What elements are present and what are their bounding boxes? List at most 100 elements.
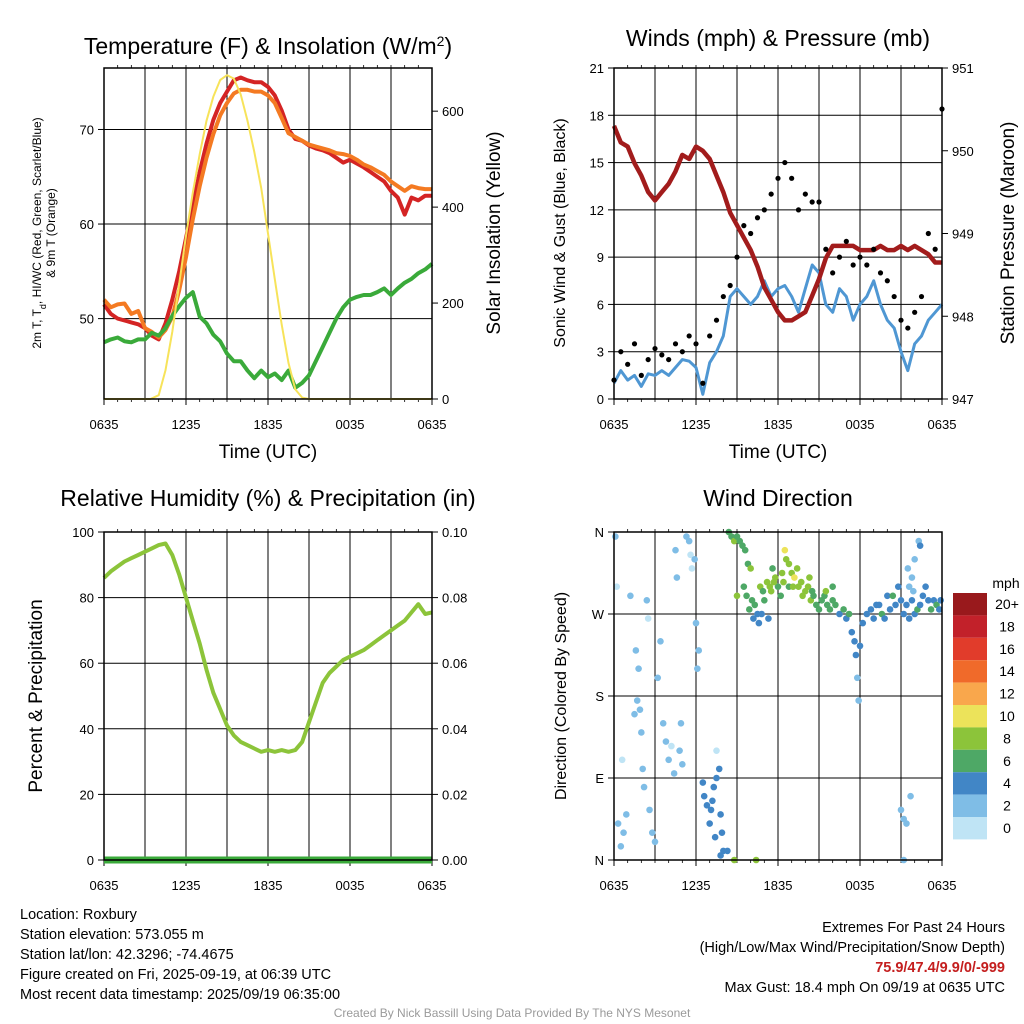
- temp-frame: [103, 67, 433, 400]
- wind-direction-point: [677, 720, 685, 727]
- wind-ytick-label: 6: [597, 297, 604, 312]
- colorbar-title: mph: [992, 575, 1019, 591]
- wind-direction-point: [659, 720, 667, 727]
- gust-point: [850, 262, 856, 268]
- recent-timestamp-text: Most recent data timestamp: 2025/09/19 0…: [20, 987, 341, 1003]
- wind-direction-point: [631, 710, 638, 718]
- wind-ytick-label: 9: [597, 250, 604, 265]
- wind-direction-point: [781, 546, 789, 554]
- wind-direction-point: [793, 565, 801, 572]
- wind-direction-point: [852, 651, 860, 659]
- temp-xtick-label: 0035: [336, 417, 365, 432]
- wind-direction-point: [715, 765, 723, 773]
- wind-direction-point: [741, 546, 749, 554]
- temp-y2tick-label: 400: [442, 200, 464, 215]
- wind-direction-point: [617, 843, 625, 850]
- gust-point: [748, 230, 754, 237]
- wind-direction-point: [750, 615, 757, 622]
- rh-ylabel: Percent & Precipitation: [26, 599, 47, 792]
- gust-point: [816, 199, 822, 205]
- wind-direction-point: [694, 665, 701, 672]
- elevation-text: Station elevation: 573.055 m: [20, 927, 204, 943]
- colorbar-label: 8: [1003, 730, 1011, 746]
- wdir-ytick-label: N: [595, 853, 604, 868]
- temp-xtick-label: 0635: [90, 417, 119, 432]
- gust-point: [672, 341, 679, 347]
- wind-xtick-label: 0635: [928, 417, 957, 432]
- wind-direction-point: [662, 738, 670, 745]
- gust-point: [693, 341, 699, 347]
- gust-point: [884, 278, 890, 284]
- gust-point: [754, 215, 761, 221]
- temp-panel: 0635 1235 1835 0035 0635 50 60 70 0 200 400 600 Temp…: [30, 33, 505, 463]
- wind-direction-point: [905, 615, 913, 622]
- wind-title: Winds (mph) & Pressure (mb): [626, 25, 930, 51]
- temp-ylabel: 2m T, Td, HI/WC (Red, Green, Scarlet/Blu…: [30, 117, 48, 348]
- credit-line: Created By Nick Bassill Using Data Provi…: [333, 1006, 691, 1020]
- wind-direction-point: [900, 610, 908, 618]
- wind-direction-point: [713, 774, 720, 782]
- wind-direction-point: [892, 601, 899, 609]
- wind-direction-point: [774, 583, 782, 590]
- gust-point: [932, 246, 938, 252]
- wind-direction-point: [927, 606, 935, 613]
- colorbar-label: 4: [1003, 775, 1011, 791]
- wind-direction-point: [769, 565, 776, 572]
- rh-ytick-label: 100: [72, 525, 94, 540]
- wind-direction-point: [780, 578, 787, 586]
- wind-direction-point: [623, 811, 630, 818]
- rh-panel: 0635 1235 1835 0035 0635 0 20 40 60 80 100 0.00 0.02…: [26, 485, 476, 893]
- wind-direction-point: [897, 806, 905, 814]
- gust-point: [830, 270, 836, 276]
- colorbar-label: 16: [999, 641, 1015, 657]
- wind-direction-point: [612, 533, 619, 540]
- wind-direction-point: [632, 647, 640, 654]
- wind-y2tick-label: 950: [952, 144, 974, 159]
- rh-y2tick-label: 0.08: [442, 591, 467, 606]
- wind-direction-point: [806, 574, 813, 581]
- temp-y2label: Solar Insolation (Yellow): [484, 131, 505, 334]
- wind-direction-point: [657, 638, 664, 645]
- rh-xtick-label: 1235: [172, 878, 201, 893]
- wind-direction-point: [884, 592, 891, 600]
- wind-direction-point: [791, 574, 798, 581]
- wind-y2tick-label: 949: [952, 227, 974, 242]
- gust-point: [652, 345, 658, 352]
- wind-direction-point: [765, 615, 772, 622]
- gust-point: [857, 254, 863, 260]
- wind-direction-point: [797, 578, 805, 586]
- wdir-xtick-label: 1235: [682, 878, 711, 893]
- wind-frame: [613, 67, 943, 400]
- wdir-ytick-label: W: [592, 607, 605, 622]
- gust-point: [891, 293, 897, 300]
- wind-direction-point: [867, 606, 875, 613]
- wind-direction-point: [822, 587, 830, 595]
- wind-direction-point: [654, 674, 662, 682]
- wind-direction-point: [789, 583, 797, 590]
- wind-direction-point: [691, 556, 698, 563]
- wind-direction-point: [826, 606, 834, 613]
- wind-direction-point: [643, 597, 651, 604]
- wind-y2tick-label: 947: [952, 392, 974, 407]
- gust-point: [789, 175, 795, 181]
- wind-direction-point: [770, 578, 778, 586]
- colorbar-swatch: [953, 727, 987, 750]
- gust-point: [912, 309, 918, 315]
- wind-ytick-label: 18: [590, 108, 604, 123]
- wind-ytick-label: 12: [590, 203, 604, 218]
- wind-direction-point: [668, 742, 675, 750]
- temp-series-insolation: [104, 74, 432, 400]
- station-info: Location: Roxbury Station elevation: 573…: [20, 905, 340, 1005]
- rh-ytick-label: 20: [80, 787, 94, 802]
- rh-xtick-label: 0635: [90, 878, 119, 893]
- colorbar-swatch: [953, 660, 987, 683]
- wind-direction-point: [746, 606, 753, 613]
- wind-series-pressure: [611, 125, 942, 323]
- wind-direction-point: [651, 838, 659, 846]
- gust-point: [686, 333, 692, 339]
- wind-direction-point: [707, 806, 715, 814]
- wind-direction-point: [767, 587, 775, 595]
- gust-point: [659, 352, 665, 358]
- wind-direction-point: [665, 756, 672, 764]
- speed-colorbar: mph 20+ 18 16 14 12 10 8 6 4 2 0: [953, 575, 1020, 840]
